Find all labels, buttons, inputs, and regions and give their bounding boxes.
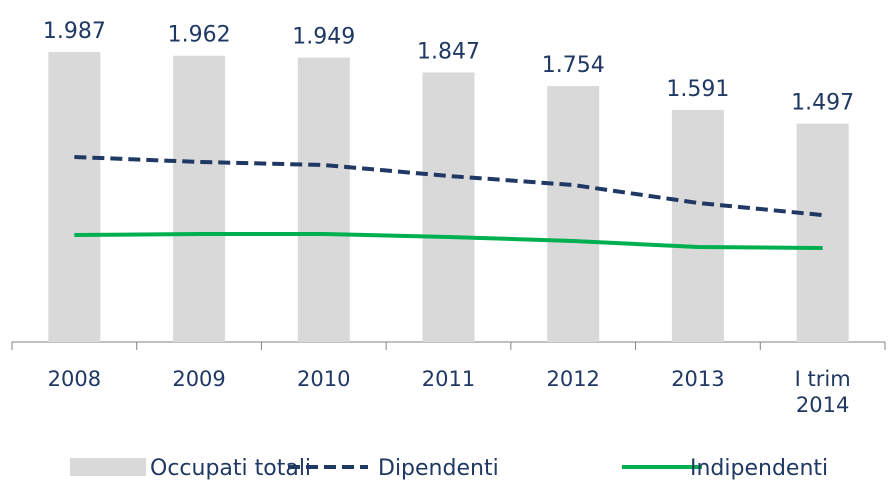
legend-swatch	[70, 458, 146, 476]
bar	[48, 52, 101, 342]
bar	[173, 55, 226, 342]
x-tick-label: I trim 2014	[794, 367, 851, 417]
x-tick-label: 2011	[421, 367, 476, 391]
bar	[422, 72, 475, 343]
legend-label: Occupati totali	[150, 456, 311, 481]
x-tick-label: 2008	[47, 367, 102, 391]
data-label: 1.987	[43, 19, 106, 44]
line-series	[74, 232, 823, 251]
x-tick-label: 2009	[172, 367, 226, 391]
data-label: 1.847	[417, 40, 480, 65]
x-tick-label: 2013	[671, 367, 725, 391]
data-label: 1.962	[168, 23, 231, 48]
bar	[297, 57, 350, 342]
legend-label: Indipendenti	[690, 456, 828, 481]
data-label: 1.497	[791, 91, 854, 116]
x-tick-label: 2012	[546, 367, 600, 391]
bar	[547, 86, 600, 342]
x-tick-label: 2010	[297, 367, 351, 391]
data-label: 1.754	[542, 53, 605, 78]
data-label: 1.949	[292, 25, 355, 50]
bar	[671, 109, 724, 342]
data-label: 1.591	[666, 77, 729, 102]
bar	[796, 123, 849, 342]
legend-label: Dipendenti	[378, 456, 499, 481]
